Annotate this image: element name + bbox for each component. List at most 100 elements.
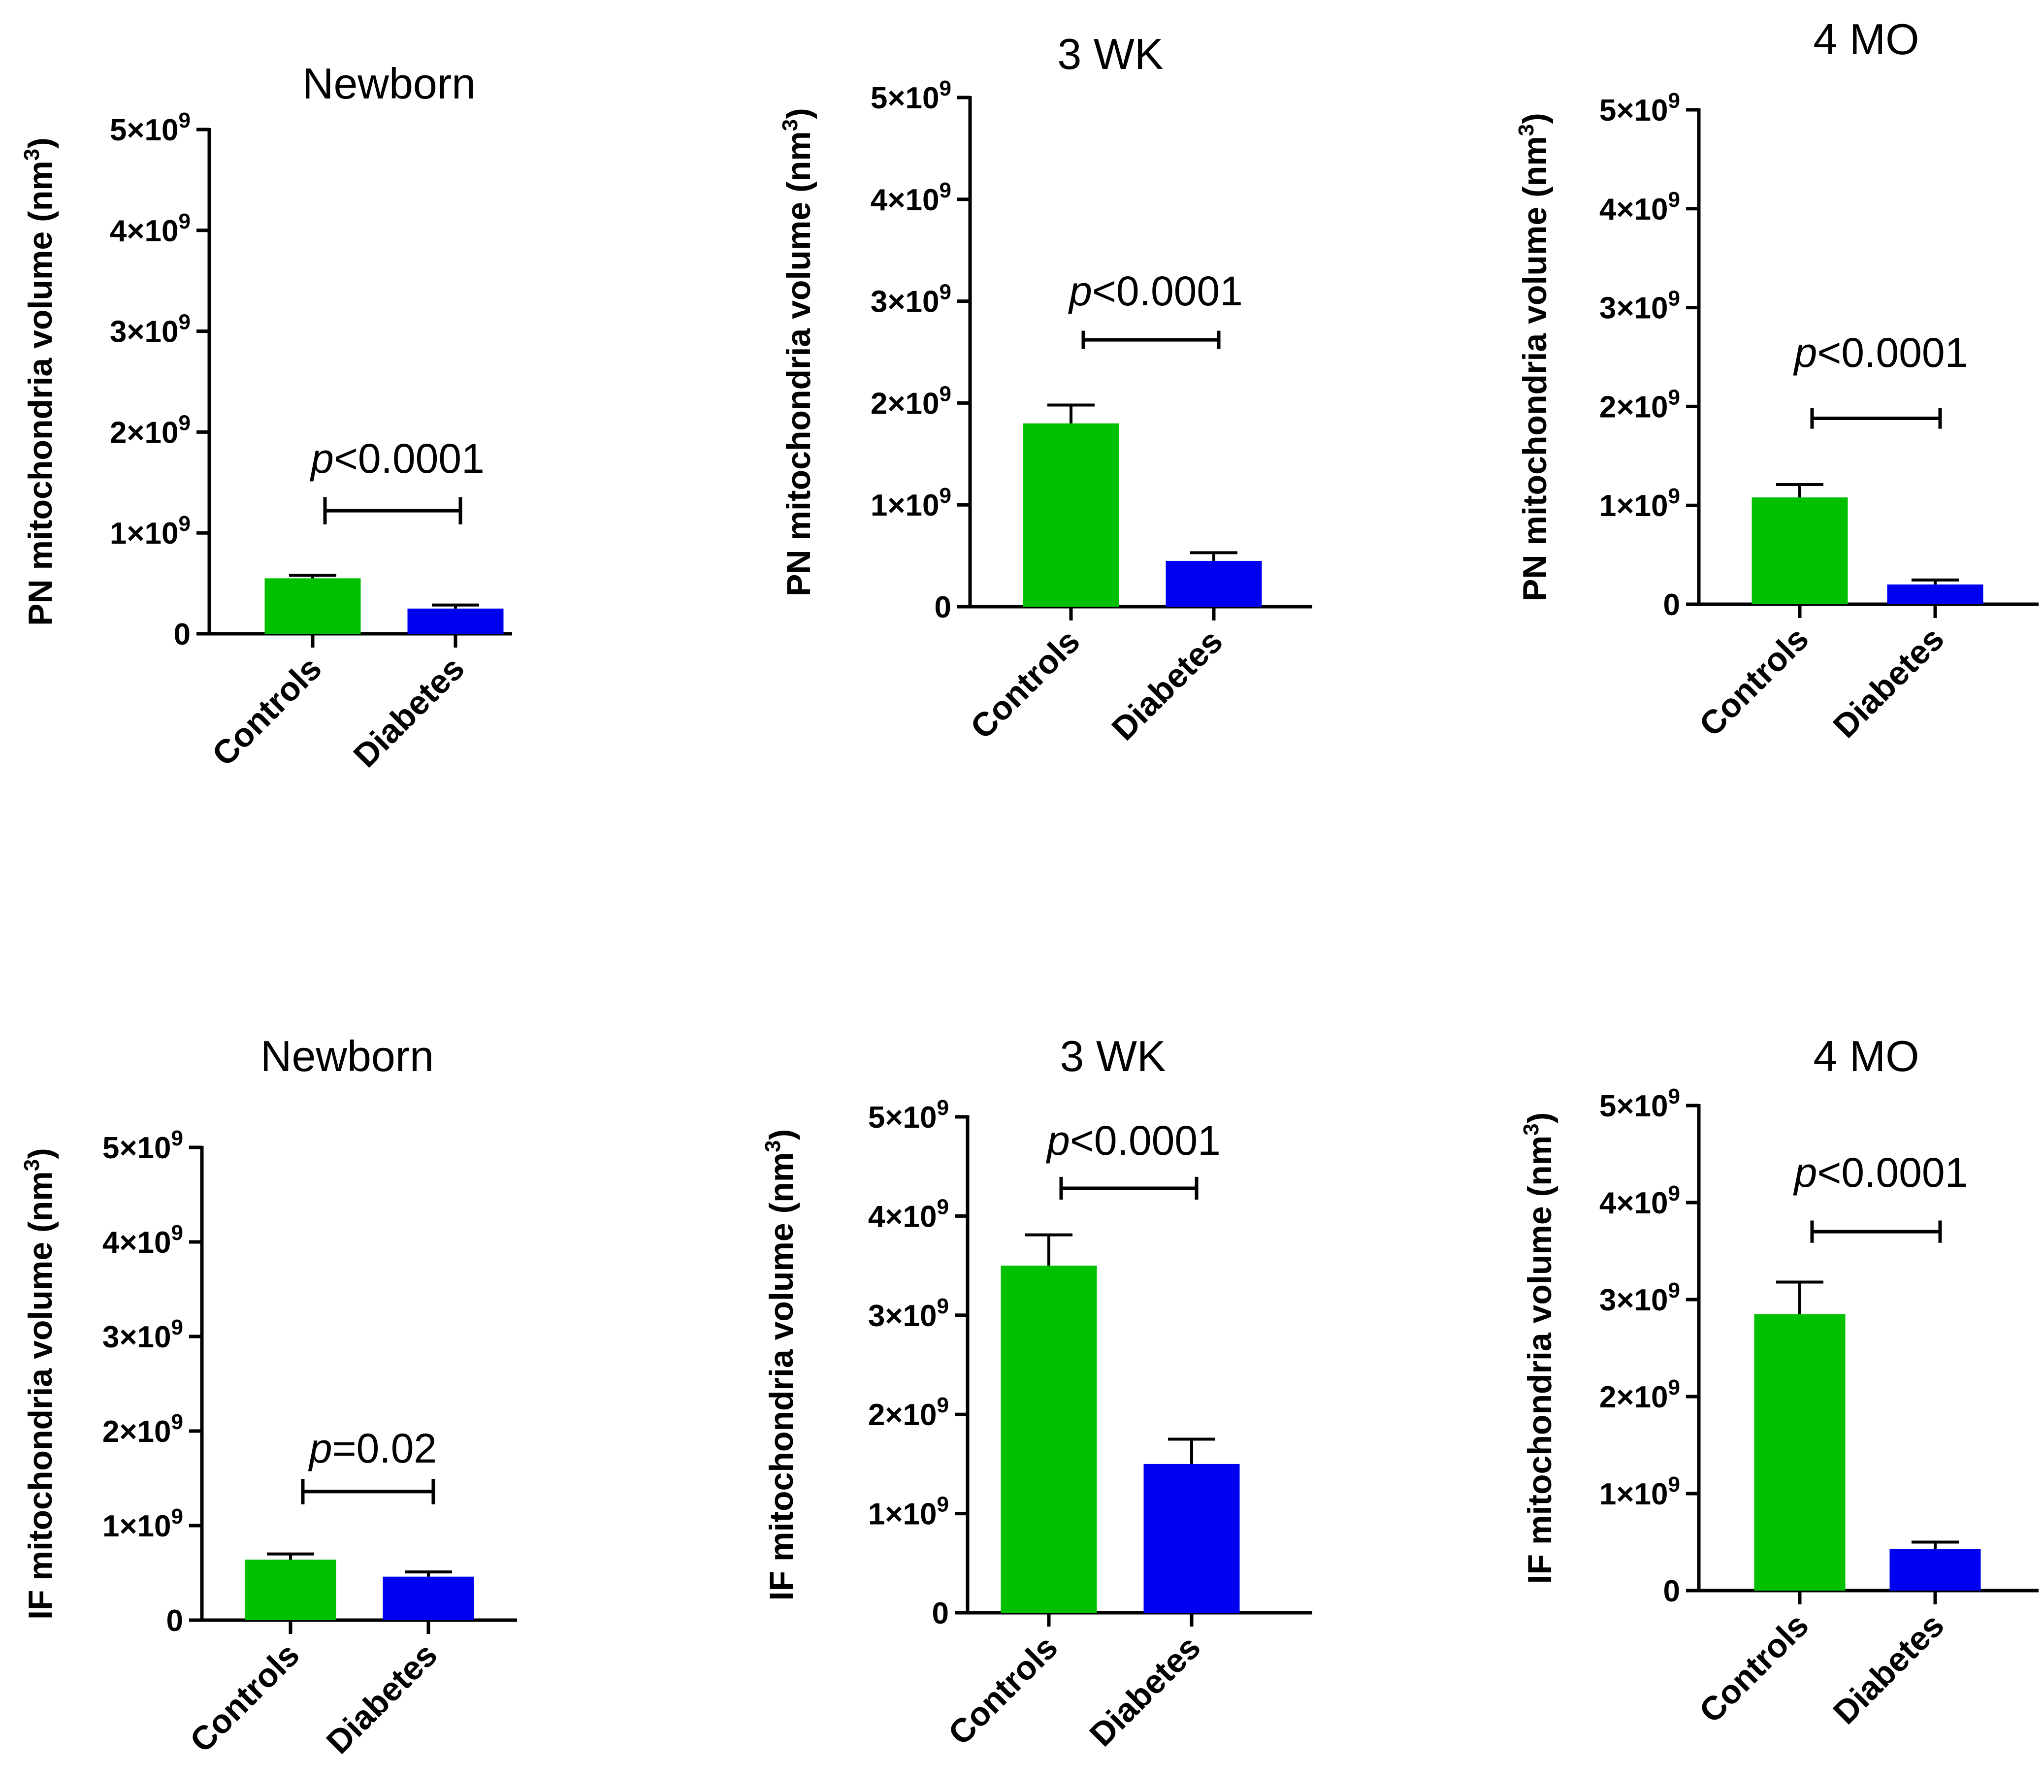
y-tick-label: 0 (174, 618, 191, 652)
bar-diabetes (1166, 560, 1262, 607)
y-tick-exp: 9 (1668, 287, 1680, 311)
y-tick-label: 5×109 (102, 1126, 183, 1165)
y-tick-label: 0 (932, 1597, 949, 1630)
y-tick-exp: 9 (1668, 385, 1680, 409)
y-tick-label: 2×109 (1599, 385, 1680, 424)
bar-controls (1754, 1314, 1846, 1591)
y-axis-label-close: ) (1521, 1112, 1558, 1124)
y-tick-label: 1×109 (1599, 1472, 1680, 1511)
y-axis-label: PN mitochondria volume (nm3) (1514, 113, 1554, 601)
y-tick-label: 3×109 (871, 280, 951, 319)
y-axis-label-sup: 3 (20, 149, 44, 161)
y-tick-label: 4×109 (102, 1221, 183, 1260)
chart-panel-5: 3 WK IF mitochondria volume (nm3) 0 1×109 2×… (761, 1032, 1312, 1754)
p-value-text: <0.0001 (1070, 1117, 1221, 1164)
p-value-italic: p (1045, 1117, 1070, 1164)
y-tick-label: 2×109 (868, 1393, 949, 1432)
y-axis-label: IF mitochondria volume (nm3) (761, 1129, 800, 1601)
y-tick-exp: 9 (940, 76, 951, 100)
p-value-italic: p (1793, 1149, 1817, 1196)
p-value-label: p<0.0001 (1793, 329, 1968, 376)
bar-controls (245, 1560, 336, 1620)
chart-title: 4 MO (1813, 1032, 1919, 1080)
x-tick-label-diabetes: Diabetes (346, 650, 471, 775)
y-tick-label: 2×109 (110, 411, 191, 450)
x-tick-label-controls: Controls (205, 650, 328, 773)
y-tick-exp: 9 (937, 1195, 949, 1219)
chart-title: 3 WK (1057, 30, 1163, 78)
y-tick-label: 1×109 (871, 484, 951, 522)
y-tick-exp: 9 (1668, 1278, 1680, 1303)
bar-diabetes (1889, 1549, 1981, 1591)
p-value-label: p=0.02 (308, 1425, 437, 1471)
y-axis-label-close: ) (22, 137, 59, 149)
y-tick-label: 0 (1663, 1574, 1680, 1608)
y-axis-label: PN mitochondria volume (nm3) (778, 108, 817, 596)
y-tick-label: 4×109 (110, 209, 191, 248)
bar-controls (1023, 423, 1119, 607)
x-tick-label-diabetes: Diabetes (1826, 620, 1951, 745)
y-tick-exp: 9 (171, 1315, 183, 1339)
y-tick-label: 3×109 (1599, 1278, 1680, 1317)
y-tick-label: 5×109 (871, 76, 951, 115)
x-tick-label-controls: Controls (963, 622, 1087, 746)
y-tick-exp: 9 (171, 1126, 183, 1150)
chart-panel-1: Newborn PN mitochondria volume (nm3) 0 1×10… (20, 59, 512, 775)
y-axis-label-close: ) (1516, 113, 1554, 124)
y-tick-label: 3×109 (102, 1315, 183, 1354)
y-tick-label: 5×109 (868, 1096, 949, 1135)
p-value-italic: p (308, 1425, 332, 1471)
y-axis-label-sup: 3 (1514, 124, 1538, 136)
y-tick-exp: 9 (1668, 484, 1680, 508)
bar-controls (1001, 1266, 1097, 1613)
y-tick-exp: 9 (179, 209, 191, 233)
x-tick-label-controls: Controls (1692, 620, 1816, 744)
y-tick-label: 4×109 (868, 1195, 949, 1234)
bar-controls (264, 578, 361, 634)
y-tick-exp: 9 (179, 108, 191, 132)
y-tick-label: 5×109 (1599, 1084, 1680, 1123)
y-tick-exp: 9 (940, 280, 951, 304)
y-tick-exp: 9 (179, 411, 191, 435)
y-tick-exp: 9 (1668, 89, 1680, 113)
p-value-text: <0.0001 (1092, 268, 1243, 314)
y-tick-exp: 9 (937, 1294, 949, 1318)
y-tick-label: 4×109 (1599, 1181, 1680, 1220)
bar-diabetes (1143, 1464, 1240, 1613)
bar-diabetes (1887, 584, 1983, 604)
p-value-label: p<0.0001 (1068, 268, 1243, 314)
x-tick-label-diabetes: Diabetes (1826, 1606, 1951, 1731)
y-tick-label: 4×109 (1599, 188, 1680, 227)
chart-panel-4: Newborn IF mitochondria volume (nm3) 0 1×10… (20, 1032, 517, 1761)
bar-controls (1752, 497, 1848, 604)
p-value-italic: p (1068, 268, 1092, 314)
x-tick-label-controls: Controls (941, 1629, 1065, 1752)
y-axis-label-close: ) (763, 1129, 800, 1140)
p-value-text: <0.0001 (1817, 329, 1968, 376)
bar-diabetes (407, 608, 504, 634)
y-tick-label: 5×109 (110, 108, 191, 147)
chart-panel-3: 4 MO PN mitochondria volume (nm3) 0 1×109 2×… (1514, 15, 2039, 745)
chart-title: Newborn (260, 1032, 434, 1080)
y-tick-exp: 9 (179, 512, 191, 536)
y-tick-label: 1×109 (102, 1504, 183, 1543)
y-tick-label: 4×109 (871, 178, 951, 217)
p-value-text: <0.0001 (334, 435, 485, 482)
y-tick-label: 0 (166, 1604, 183, 1638)
y-axis-label-sup: 3 (20, 1159, 44, 1171)
y-tick-exp: 9 (171, 1410, 183, 1434)
p-value-label: p<0.0001 (1793, 1149, 1968, 1196)
y-tick-exp: 9 (940, 484, 951, 508)
y-tick-label: 1×109 (1599, 484, 1680, 523)
x-tick-label-diabetes: Diabetes (319, 1636, 444, 1761)
bar-diabetes (383, 1576, 474, 1620)
y-tick-label: 3×109 (1599, 287, 1680, 326)
y-tick-exp: 9 (1668, 1472, 1680, 1497)
p-value-text: =0.02 (332, 1425, 437, 1471)
chart-title: Newborn (302, 59, 476, 108)
x-tick-label-controls: Controls (1692, 1606, 1816, 1730)
y-tick-exp: 9 (1668, 1375, 1680, 1400)
y-tick-exp: 9 (171, 1504, 183, 1529)
y-axis-label-sup: 3 (1519, 1123, 1543, 1135)
